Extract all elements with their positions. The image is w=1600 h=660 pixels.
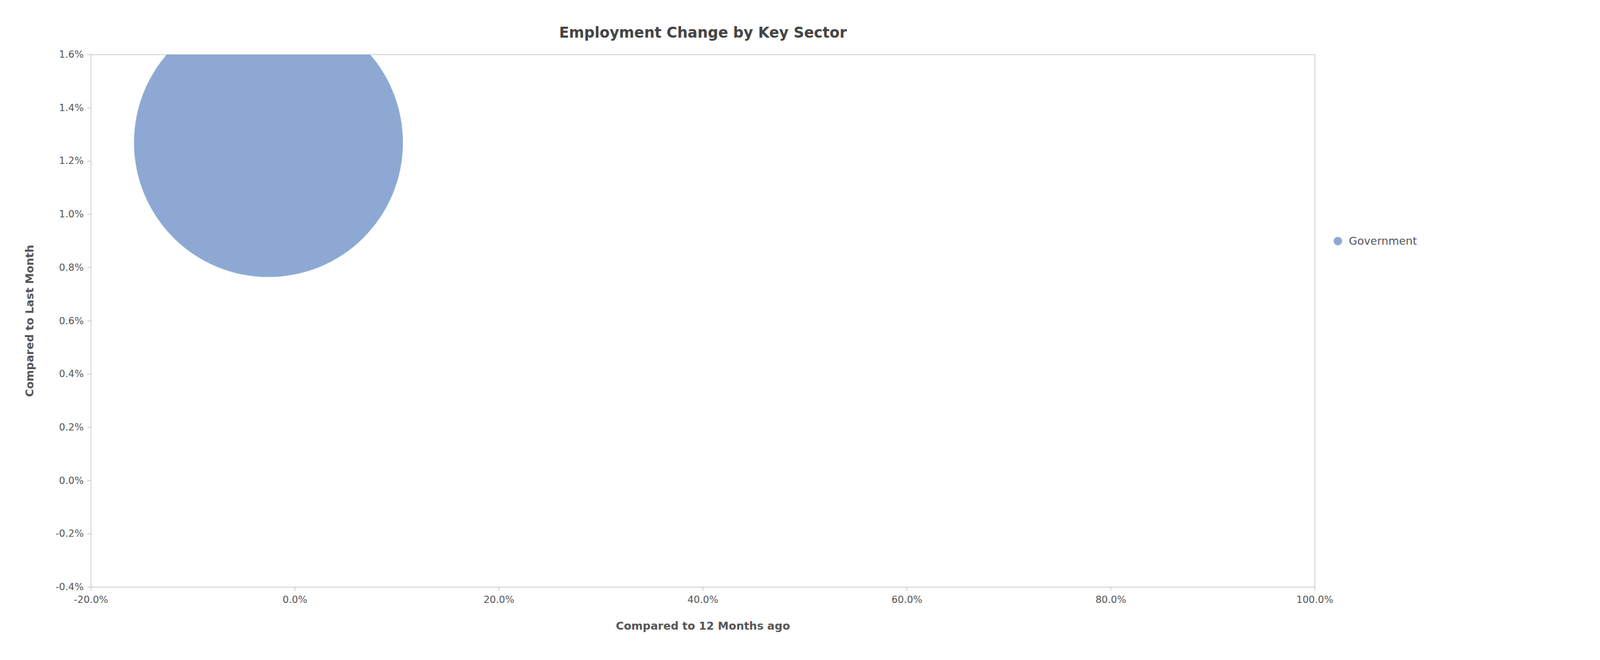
x-tick [906, 586, 908, 591]
x-tick [1314, 586, 1316, 591]
y-tick [87, 107, 92, 109]
x-tick [498, 586, 500, 591]
legend-label: Government [1348, 234, 1417, 247]
y-tick-label: 1.0% [58, 208, 84, 220]
y-tick [87, 586, 92, 588]
x-tick-label: 60.0% [891, 593, 923, 605]
x-tick-label: 80.0% [1095, 593, 1127, 605]
bubble [134, 54, 403, 277]
background [0, 0, 1600, 660]
legend: Government [1333, 234, 1417, 247]
x-tick-label: 0.0% [282, 593, 308, 605]
chart-title: Employment Change by Key Sector [558, 24, 847, 42]
y-tick-label: -0.2% [55, 527, 84, 539]
y-tick-label: 0.6% [58, 314, 84, 327]
y-tick [87, 479, 92, 481]
x-tick [91, 586, 92, 591]
x-axis: -20.0% 0.0% 20.0% 40.0% 60.0% 80.0% 100.0% [74, 586, 1334, 605]
y-tick [87, 160, 92, 162]
y-tick-label: -0.4% [55, 580, 84, 593]
y-tick [87, 373, 92, 375]
legend-swatch [1333, 236, 1343, 246]
x-tick-label: 40.0% [687, 593, 719, 605]
y-tick [87, 320, 92, 321]
y-tick-label: 0.0% [58, 474, 84, 487]
y-tick [87, 426, 92, 428]
y-tick-label: 0.4% [58, 367, 84, 380]
x-tick-label: 20.0% [483, 593, 515, 605]
y-tick-label: 1.6% [58, 48, 84, 61]
marks [134, 54, 403, 277]
x-tick [294, 586, 296, 591]
x-axis-label: Compared to 12 Months ago [615, 618, 790, 632]
y-tick [87, 533, 92, 534]
y-tick [87, 54, 92, 56]
y-tick [87, 266, 92, 268]
x-tick [1110, 586, 1111, 591]
x-tick-label: 100.0% [1296, 593, 1334, 605]
y-tick [87, 214, 92, 215]
y-axis: -0.4% -0.2% 0.0% 0.2% 0.4% 0.6% 0.8% 1.0% 1.2% 1.… [55, 48, 92, 593]
y-tick-label: 1.4% [58, 101, 84, 114]
y-tick-label: 0.8% [58, 261, 84, 274]
x-tick [702, 586, 704, 591]
x-tick-label: -20.0% [74, 593, 109, 605]
y-tick-label: 0.2% [58, 421, 84, 433]
chart-container: -20.0% 0.0% 20.0% 40.0% 60.0% 80.0% 100.0% -0.4… [0, 0, 1600, 660]
chart-svg: -20.0% 0.0% 20.0% 40.0% 60.0% 80.0% 100.0% -0.4… [0, 0, 1600, 660]
y-axis-label: Compared to Last Month [23, 244, 36, 397]
y-tick-label: 1.2% [58, 154, 84, 167]
